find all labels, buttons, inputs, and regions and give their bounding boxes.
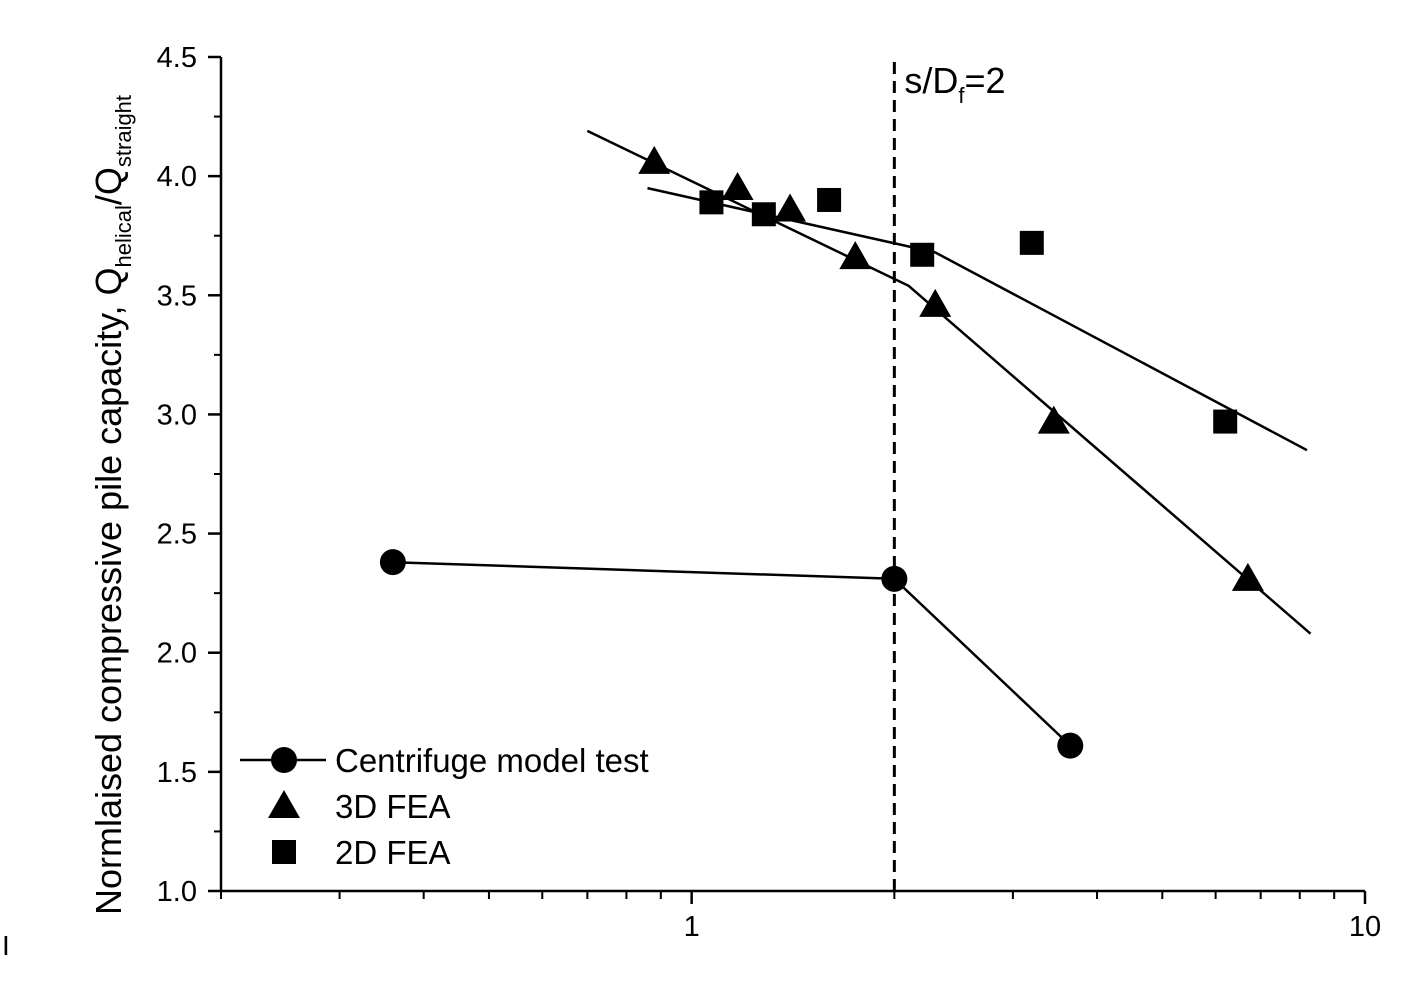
y-tick-label: 1.5 [157,757,197,789]
fit-line [586,129,1312,635]
y-tick-label: 4.0 [157,161,197,193]
y-axis-title-main: Normlaised compressive pile capacity, Q [88,267,129,915]
series-circle [379,549,1084,759]
series-line [392,560,1072,747]
y-tick-label: 2.5 [157,519,197,551]
data-point-square [817,187,842,212]
legend-label: Centrifuge model test [335,742,649,779]
y-tick-label: 2.0 [157,638,197,670]
fit-lines [586,129,1312,635]
reference-line-group: s/Df=2 [892,60,1006,891]
series-square [699,187,1238,434]
data-point-triangle [839,241,872,270]
fit-line [647,186,1308,452]
y-tick-label: 4.5 [157,42,197,74]
data-point-square [751,202,776,227]
legend: Centrifuge model test 3D FEA 2D FEA [240,742,649,871]
data-point-square [1019,230,1044,255]
reference-label-main: s/D [904,60,958,101]
data-series [379,145,1264,759]
data-point-circle [1057,732,1084,759]
legend-marker-triangle [268,790,300,818]
stray-mark: I [2,930,10,961]
y-axis-title-sub1: helical [111,205,136,267]
data-point-triangle [1231,562,1264,591]
reference-label-tail: =2 [964,60,1005,101]
legend-marker-square [272,840,296,864]
data-point-square [699,190,724,215]
y-tick-label: 3.5 [157,280,197,312]
data-point-triangle [774,193,807,222]
series-triangle [638,145,1264,591]
y-axis-title: Normlaised compressive pile capacity, Qh… [88,95,136,915]
data-point-triangle [1037,405,1070,434]
data-point-triangle [721,172,754,201]
legend-item: Centrifuge model test [240,742,649,779]
axis-ticks: 1.0 1.5 2.0 2.5 3.0 3.5 4.0 4.5 1 10 [157,42,1381,943]
y-tick-label: 1.0 [157,876,197,908]
data-point-square [1213,409,1238,434]
legend-label: 3D FEA [335,788,451,825]
y-axis-title-sep: /Q [88,167,129,205]
data-point-triangle [638,145,671,174]
data-point-square [910,242,935,267]
data-point-circle [379,549,406,576]
legend-label: 2D FEA [335,834,451,871]
x-tick-label: 1 [684,911,700,943]
data-point-triangle [919,288,952,317]
data-point-circle [881,565,908,592]
reference-line-label: s/Df=2 [904,60,1005,108]
legend-item: 2D FEA [272,834,451,871]
y-axis-title-sub2: straight [111,95,136,167]
legend-item: 3D FEA [268,788,451,825]
legend-marker-circle [271,747,297,773]
x-tick-label: 10 [1349,911,1381,943]
y-tick-label: 3.0 [157,399,197,431]
reference-label-subscript: f [958,83,965,108]
